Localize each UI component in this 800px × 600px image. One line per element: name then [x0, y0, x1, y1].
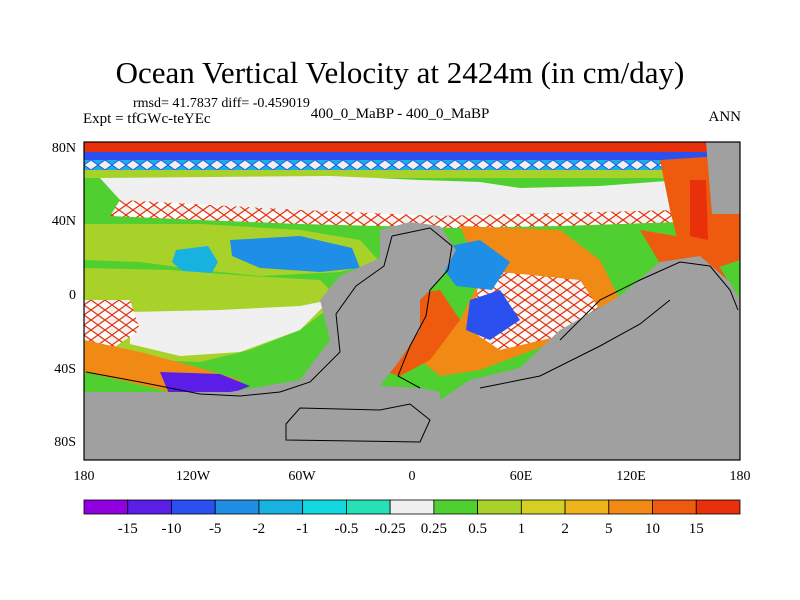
colorbar-label: -5 [209, 521, 222, 537]
colorbar-label: -10 [161, 521, 181, 537]
lat-tick-label: 80N [52, 141, 76, 156]
colorbar-label: 5 [605, 521, 613, 537]
colorbar-label: 10 [645, 521, 660, 537]
stats-label: rmsd= 41.7837 diff= -0.459019 [133, 96, 310, 111]
colorbar-swatch [171, 499, 216, 515]
lon-tick-label: 0 [409, 469, 416, 484]
colorbar-swatch [652, 499, 697, 515]
colorbar-label: -0.25 [375, 521, 406, 537]
lon-tick-label: 120W [176, 469, 211, 484]
cases-label: 400_0_MaBP - 400_0_MaBP [310, 106, 490, 122]
colorbar-swatch [83, 499, 129, 515]
colorbar-label: 15 [689, 521, 704, 537]
colorbar-label: 0.25 [421, 521, 447, 537]
colorbar-label: 1 [518, 521, 526, 537]
colorbar-swatch [695, 499, 741, 515]
colorbar-label: 0.5 [468, 521, 487, 537]
season-label: ANN [708, 109, 742, 125]
colorbar-label: -1 [296, 521, 309, 537]
map-title: Ocean Vertical Velocity at 2424m (in cm/… [115, 55, 685, 90]
colorbar: -15 -10 -5 -2 -1 -0.5 -0.25 0.25 0.5 1 2 5 10 15 [83, 499, 741, 537]
colorbar-swatch [258, 499, 304, 515]
colorbar-swatch [564, 499, 610, 515]
colorbar-swatch [389, 499, 435, 515]
colorbar-swatch [433, 499, 479, 515]
colorbar-swatch [345, 499, 391, 515]
colorbar-label: -0.5 [335, 521, 359, 537]
colorbar-label: 2 [561, 521, 569, 537]
colorbar-swatch [608, 499, 653, 515]
lon-tick-label: 180 [74, 469, 95, 484]
map-field [84, 142, 740, 460]
colorbar-swatch [127, 499, 172, 515]
lon-tick-label: 60E [510, 469, 533, 484]
colorbar-label: -15 [118, 521, 138, 537]
colorbar-label: -2 [253, 521, 266, 537]
experiment-label: Expt = tfGWc-teYEc [83, 111, 211, 127]
lon-tick-label: 60W [288, 469, 316, 484]
colorbar-swatch [520, 499, 566, 515]
colorbar-swatch [302, 499, 347, 515]
longitude-axis: 180 120W 60W 0 60E 120E 180 [74, 469, 751, 484]
lat-tick-label: 0 [69, 288, 76, 303]
lat-tick-label: 80S [54, 435, 76, 450]
lon-tick-label: 180 [730, 469, 751, 484]
lat-tick-label: 40S [54, 362, 76, 377]
map-frame [83, 141, 741, 461]
colorbar-swatch [214, 499, 260, 515]
lon-tick-label: 120E [616, 469, 646, 484]
latitude-axis: 80N 40N 0 40S 80S [52, 141, 76, 450]
colorbar-swatch [477, 499, 522, 515]
lat-tick-label: 40N [52, 214, 76, 229]
